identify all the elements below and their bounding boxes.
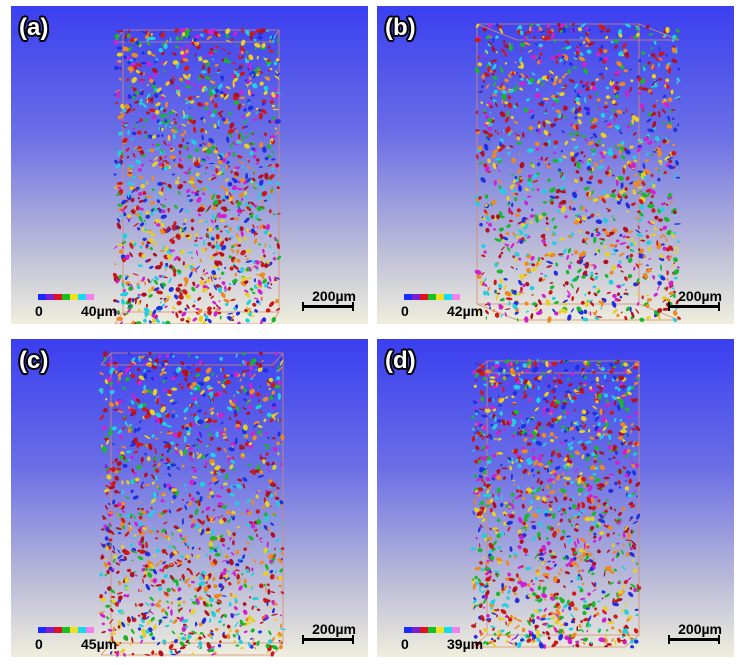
volume-render-b bbox=[474, 22, 681, 323]
panel-b: (b) 0 42µm 200µm bbox=[377, 6, 734, 324]
scale-bar-label: 200µm bbox=[678, 288, 722, 304]
panel-d: (d) 0 39µm 200µm bbox=[377, 339, 734, 657]
panel-label: (c) bbox=[19, 347, 49, 374]
colormap-swatch bbox=[436, 294, 444, 300]
colormap-swatch bbox=[404, 294, 412, 300]
scale-bar-label: 200µm bbox=[678, 621, 722, 637]
colormap-swatch bbox=[428, 627, 436, 633]
colormap-swatch bbox=[38, 627, 46, 633]
colormap-swatch bbox=[452, 627, 460, 633]
colormap-min-label: 0 bbox=[401, 303, 409, 319]
colormap-swatch bbox=[70, 294, 78, 300]
panel-label: (b) bbox=[385, 14, 416, 41]
panel-a: (a) 0 40µm 200µm bbox=[11, 6, 368, 324]
particle-cloud bbox=[97, 350, 287, 657]
scale-bar-label: 200µm bbox=[312, 288, 356, 304]
colormap-swatch bbox=[412, 294, 420, 300]
colormap-swatch bbox=[412, 627, 420, 633]
particle-cloud bbox=[112, 27, 282, 324]
colormap-min-label: 0 bbox=[401, 636, 409, 652]
bounding-box bbox=[100, 352, 284, 656]
colormap-swatch bbox=[78, 627, 86, 633]
colormap-bar bbox=[38, 627, 94, 633]
volume-render-a bbox=[112, 27, 282, 324]
volume-render-c bbox=[97, 350, 287, 657]
colormap-swatch bbox=[70, 627, 78, 633]
colormap-swatch bbox=[46, 627, 54, 633]
scale-bar bbox=[668, 635, 720, 644]
colormap-swatch bbox=[78, 294, 86, 300]
colormap-max-label: 39µm bbox=[447, 636, 484, 652]
colormap-swatch bbox=[420, 294, 428, 300]
colormap-swatch bbox=[62, 294, 70, 300]
particle-cloud bbox=[474, 22, 681, 323]
colormap-swatch bbox=[54, 627, 62, 633]
colormap-bar bbox=[38, 294, 94, 300]
colormap-swatch bbox=[452, 294, 460, 300]
panel-c: (c) 0 45µm 200µm bbox=[11, 339, 368, 657]
colormap-swatch bbox=[46, 294, 54, 300]
colormap-swatch bbox=[436, 627, 444, 633]
colormap-bar bbox=[404, 627, 460, 633]
panel-label: (a) bbox=[19, 14, 49, 41]
colormap-bar bbox=[404, 294, 460, 300]
colormap-max-label: 42µm bbox=[447, 303, 484, 319]
colormap-swatch bbox=[54, 294, 62, 300]
colormap-min-label: 0 bbox=[35, 303, 43, 319]
scale-bar bbox=[302, 635, 354, 644]
scale-bar bbox=[302, 302, 354, 311]
particle-cloud bbox=[470, 358, 642, 649]
colormap-swatch bbox=[404, 627, 412, 633]
colormap-swatch bbox=[86, 627, 94, 633]
colormap-swatch bbox=[428, 294, 436, 300]
colormap-swatch bbox=[62, 627, 70, 633]
scale-bar-label: 200µm bbox=[312, 621, 356, 637]
volume-render-d bbox=[470, 358, 642, 649]
colormap-min-label: 0 bbox=[35, 636, 43, 652]
colormap-swatch bbox=[86, 294, 94, 300]
colormap-swatch bbox=[38, 294, 46, 300]
scale-bar bbox=[668, 302, 720, 311]
colormap-max-label: 40µm bbox=[81, 303, 118, 319]
colormap-max-label: 45µm bbox=[81, 636, 118, 652]
colormap-swatch bbox=[420, 627, 428, 633]
colormap-swatch bbox=[444, 294, 452, 300]
panel-label: (d) bbox=[385, 347, 416, 374]
colormap-swatch bbox=[444, 627, 452, 633]
